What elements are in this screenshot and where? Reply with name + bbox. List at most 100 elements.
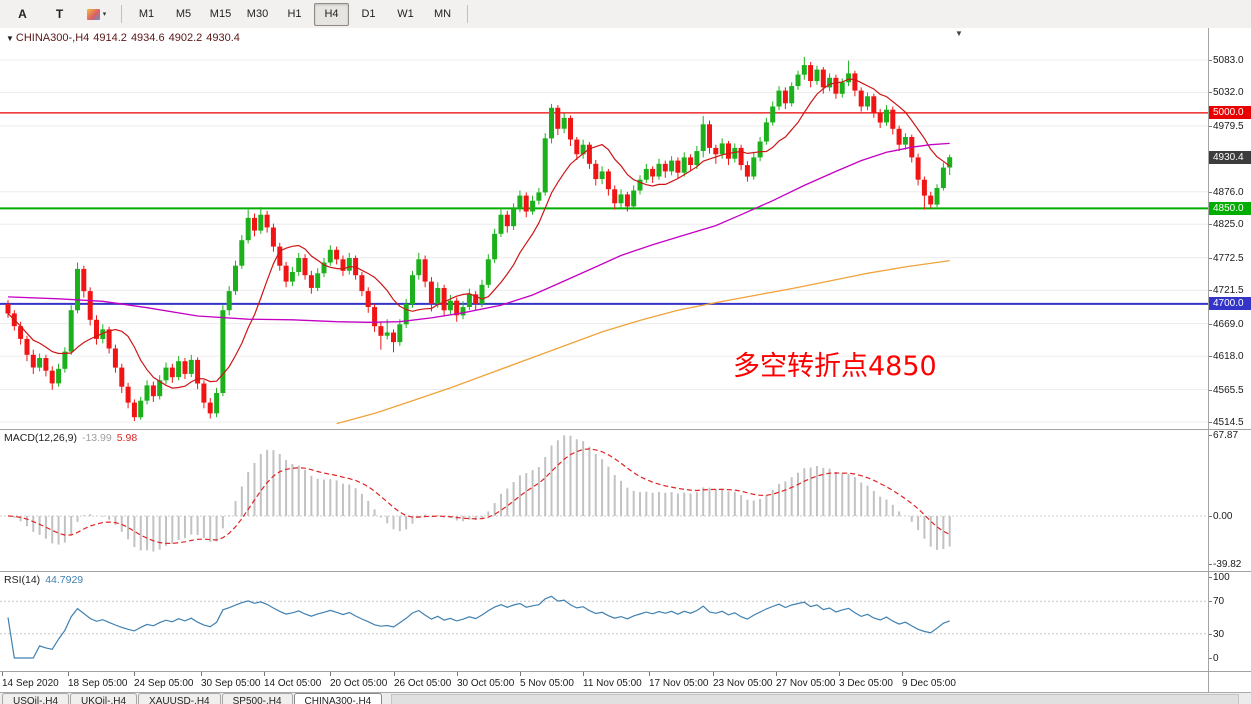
time-axis-tick [713,672,714,676]
chart-tab-china300h4[interactable]: CHINA300-,H4 [293,693,383,704]
time-axis-tick [839,672,840,676]
time-axis-tick [649,672,650,676]
rsi-indicator-pane[interactable]: RSI(14) 44.7929 [0,572,1208,671]
time-axis-label: 24 Sep 05:00 [134,678,194,689]
macd-signal-value: 5.98 [116,432,138,444]
macd-axis-label: -39.82 [1213,559,1242,570]
symbol-tab-bar: USOil-,H4 UKOil-,H4 XAUUSD-,H4 SP500-,H4 CHI… [0,692,1251,704]
time-axis-label: 30 Oct 05:00 [457,678,515,689]
toolbar-separator [467,5,468,23]
macd-plot [0,435,1208,552]
timeframe-button-d1[interactable]: D1 [361,8,376,20]
price-axis-tick [1209,60,1212,61]
macd-name: MACD(12,26,9) [4,432,77,444]
rsi-axis-tick [1209,658,1212,659]
chart-annotation-text[interactable]: 多空转折点4850 [733,351,937,382]
rsi-plot [0,595,1208,659]
time-axis-tick [264,672,265,676]
time-axis-label: 30 Sep 05:00 [201,678,261,689]
candles-layer [5,56,953,421]
price-axis-label: 4618.0 [1213,351,1244,362]
price-axis[interactable]: 5083.0 5032.0 4979.5 4876.0 4825.0 4772.5 4721… [1209,28,1251,692]
time-axis-tick [902,672,903,676]
macd-axis-tick [1209,435,1212,436]
macd-axis-label: 0.00 [1213,511,1233,522]
main-chart-pane[interactable]: ▼ CHINA300-,H4 4914.2 4934.6 4902.2 4930.4 多空… [0,28,1208,429]
ma-slow-line [336,259,950,425]
tab-scrollbar[interactable] [391,694,1239,704]
pane-divider[interactable] [0,571,1251,572]
ma-medium-line [7,142,950,323]
text-tool-button[interactable]: T [55,7,64,21]
candlestick-chart[interactable] [0,28,1208,429]
chart-tab-sp500h4[interactable]: SP500-,H4 [221,693,293,704]
timeframe-button-m15[interactable]: M15 [209,8,232,20]
timeframe-button-mn[interactable]: MN [433,8,452,20]
macd-value: -13.99 [81,432,112,444]
time-axis-tick [776,672,777,676]
price-axis-label: 4565.5 [1213,385,1244,396]
price-axis-tick [1209,324,1212,325]
chart-header: ▼ CHINA300-,H4 4914.2 4934.6 4902.2 4930.4 [6,32,244,44]
timeframe-button-m1[interactable]: M1 [138,8,155,20]
time-axis-label: 14 Oct 05:00 [264,678,322,689]
time-axis-tick [583,672,584,676]
time-axis-label: 20 Oct 05:00 [330,678,388,689]
timeframe-button-h4[interactable]: H4 [314,2,349,26]
timeframe-button-m30[interactable]: M30 [246,8,269,20]
price-label-4700.0: 4700.0 [1209,297,1251,310]
price-axis-tick [1209,126,1212,127]
time-axis-label: 5 Nov 05:00 [520,678,574,689]
current-price-label: 4930.4 [1209,151,1251,164]
price-axis-tick [1209,258,1212,259]
macd-indicator-pane[interactable]: MACD(12,26,9) -13.99 5.98 [0,430,1208,571]
toolbar: A T ▾ M1 M5 M15 M30 H1 H4 D1 W1 MN [0,0,1251,29]
ohlc-open-value: 4914.2 [93,32,127,44]
price-axis-tick [1209,390,1212,391]
chart-tab-usoilh4[interactable]: USOil-,H4 [2,693,70,704]
timeframe-button-m5[interactable]: M5 [175,8,192,20]
price-axis-tick [1209,192,1212,193]
time-axis-tick [134,672,135,676]
ohlc-high-value: 4934.6 [130,32,165,44]
price-axis-label: 4669.0 [1213,319,1244,330]
rsi-axis-tick [1209,577,1212,578]
timeframe-button-h1[interactable]: H1 [287,8,302,20]
macd-label: MACD(12,26,9) -13.99 5.98 [4,432,142,444]
price-axis-tick [1209,224,1212,225]
time-axis-tick [201,672,202,676]
price-label-4850.0: 4850.0 [1209,202,1251,215]
chart-tab-xauusdh4[interactable]: XAUUSD-,H4 [138,693,221,704]
drawing-tool-icon [86,8,100,20]
time-axis[interactable]: 14 Sep 2020 18 Sep 05:00 24 Sep 05:00 30 Se… [0,672,1208,692]
time-axis-label: 26 Oct 05:00 [394,678,452,689]
time-axis-label: 9 Dec 05:00 [902,678,956,689]
chart-title: CHINA300-,H4 [15,32,90,44]
time-axis-tick [68,672,69,676]
rsi-axis-label: 30 [1213,629,1225,640]
time-axis-label: 18 Sep 05:00 [68,678,128,689]
drawing-tools-dropdown-button[interactable]: ▾ [79,3,114,26]
rsi-label: RSI(14) 44.7929 [4,574,88,586]
rsi-axis-label: 70 [1213,596,1225,607]
time-axis-label: 14 Sep 2020 [2,678,59,689]
time-axis-label: 17 Nov 05:00 [649,678,709,689]
ma-fast-line [7,78,951,389]
tool-button-a[interactable]: A [18,7,27,21]
price-axis-label: 4772.5 [1213,253,1244,264]
macd-axis-tick [1209,564,1212,565]
time-axis-label: 23 Nov 05:00 [713,678,773,689]
macd-axis-tick [1209,516,1212,517]
grid-lines [0,59,1208,423]
time-axis-tick [457,672,458,676]
time-axis-label: 11 Nov 05:00 [583,678,642,689]
price-label-5000.0: 5000.0 [1209,106,1251,119]
time-axis-label: 27 Nov 05:00 [776,678,836,689]
price-axis-label: 5032.0 [1213,87,1244,98]
timeframe-button-w1[interactable]: W1 [397,8,414,20]
timeframe-button-group: M1 M5 M15 M30 H1 H4 D1 W1 MN [129,2,460,26]
chart-shift-marker-icon[interactable]: ▼ [955,29,963,38]
price-axis-label: 5083.0 [1213,55,1244,66]
chart-tab-ukoilh4[interactable]: UKOil-,H4 [70,693,138,704]
pane-divider[interactable] [0,429,1251,430]
